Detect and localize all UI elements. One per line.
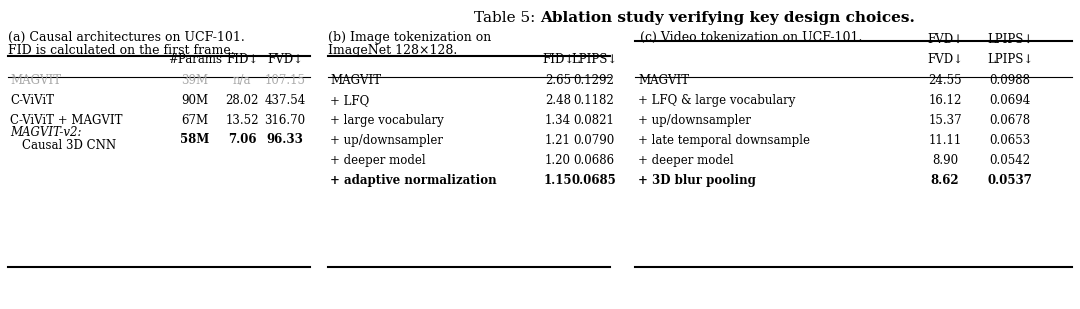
Text: + late temporal downsample: + late temporal downsample (638, 134, 810, 147)
Text: 28.02: 28.02 (226, 94, 259, 107)
Text: 13.52: 13.52 (226, 114, 259, 127)
Text: 67M: 67M (181, 114, 208, 127)
Text: 0.0694: 0.0694 (989, 94, 1030, 107)
Text: 39M: 39M (181, 74, 208, 87)
Text: ImageNet 128×128.: ImageNet 128×128. (328, 44, 457, 57)
Text: (b) Image tokenization on: (b) Image tokenization on (328, 31, 491, 44)
Point (629, 75, 642, 79)
Text: + adaptive normalization: + adaptive normalization (330, 174, 497, 187)
Text: 0.0686: 0.0686 (573, 154, 615, 167)
Text: LPIPS↓: LPIPS↓ (571, 53, 617, 66)
Text: Table 5:: Table 5: (474, 11, 540, 25)
Point (1, 54, 14, 58)
Text: FID is calculated on the first frame.: FID is calculated on the first frame. (8, 44, 234, 57)
Text: + deeper model: + deeper model (330, 154, 426, 167)
Text: 1.15: 1.15 (543, 174, 572, 187)
Point (1, 75, 14, 79)
Text: 0.0821: 0.0821 (573, 114, 615, 127)
Text: 107.15: 107.15 (265, 74, 306, 87)
Text: MAGVIT: MAGVIT (10, 74, 62, 87)
Text: 1.20: 1.20 (545, 154, 571, 167)
Point (604, 75, 617, 79)
Text: 8.62: 8.62 (931, 174, 959, 187)
Text: 0.0542: 0.0542 (989, 154, 1030, 167)
Text: 24.55: 24.55 (928, 74, 962, 87)
Text: 96.33: 96.33 (267, 133, 303, 146)
Point (322, 75, 335, 79)
Text: MAGVIT: MAGVIT (638, 74, 689, 87)
Text: MAGVIT: MAGVIT (330, 74, 381, 87)
Text: (a) Causal architectures on UCF-101.: (a) Causal architectures on UCF-101. (8, 31, 245, 44)
Text: 0.0988: 0.0988 (989, 74, 1030, 87)
Text: 2.48: 2.48 (545, 94, 571, 107)
Text: 16.12: 16.12 (929, 94, 961, 107)
Text: + 3D blur pooling: + 3D blur pooling (638, 174, 756, 187)
Text: FID↓: FID↓ (226, 53, 258, 66)
Text: FVD↓: FVD↓ (927, 53, 963, 66)
Text: (c) Video tokenization on UCF-101.: (c) Video tokenization on UCF-101. (640, 31, 862, 44)
Text: FVD↓: FVD↓ (927, 33, 963, 46)
Text: 0.1292: 0.1292 (573, 74, 615, 87)
Point (604, 265, 617, 269)
Point (1066, 75, 1079, 79)
Text: 316.70: 316.70 (265, 114, 306, 127)
Point (604, 54, 617, 58)
Text: #Params: #Params (168, 53, 222, 66)
Text: 0.1182: 0.1182 (573, 94, 615, 107)
Text: 0.0790: 0.0790 (573, 134, 615, 147)
Text: 437.54: 437.54 (265, 94, 306, 107)
Text: 58M: 58M (180, 133, 210, 146)
Point (1066, 39, 1079, 43)
Text: LPIPS↓: LPIPS↓ (987, 33, 1034, 46)
Text: Causal 3D CNN: Causal 3D CNN (22, 139, 117, 152)
Text: + up/downsampler: + up/downsampler (330, 134, 443, 147)
Text: + deeper model: + deeper model (638, 154, 733, 167)
Text: FVD↓: FVD↓ (267, 53, 303, 66)
Text: + LFQ & large vocabulary: + LFQ & large vocabulary (638, 94, 795, 107)
Point (322, 265, 335, 269)
Text: n/a: n/a (233, 74, 252, 87)
Text: 1.21: 1.21 (545, 134, 571, 147)
Text: 8.90: 8.90 (932, 154, 958, 167)
Point (629, 265, 642, 269)
Text: Ablation study verifying key design choices.: Ablation study verifying key design choi… (540, 11, 915, 25)
Text: 0.0653: 0.0653 (989, 134, 1030, 147)
Point (322, 54, 335, 58)
Text: 0.0537: 0.0537 (987, 174, 1032, 187)
Text: C-ViViT: C-ViViT (10, 94, 54, 107)
Text: 1.34: 1.34 (545, 114, 571, 127)
Point (629, 39, 642, 43)
Text: 90M: 90M (181, 94, 208, 107)
Text: + LFQ: + LFQ (330, 94, 369, 107)
Text: 15.37: 15.37 (928, 114, 962, 127)
Point (1, 265, 14, 269)
Text: + large vocabulary: + large vocabulary (330, 114, 444, 127)
Text: 2.65: 2.65 (545, 74, 571, 87)
Point (303, 265, 316, 269)
Text: LPIPS↓: LPIPS↓ (987, 53, 1034, 66)
Text: + up/downsampler: + up/downsampler (638, 114, 751, 127)
Text: 7.06: 7.06 (228, 133, 256, 146)
Point (1066, 265, 1079, 269)
Text: MAGVIT-v2:: MAGVIT-v2: (10, 126, 81, 139)
Point (303, 54, 316, 58)
Point (303, 75, 316, 79)
Text: FID↓: FID↓ (542, 53, 575, 66)
Text: C-ViViT + MAGVIT: C-ViViT + MAGVIT (10, 114, 122, 127)
Text: 0.0685: 0.0685 (571, 174, 617, 187)
Text: 0.0678: 0.0678 (989, 114, 1030, 127)
Text: 11.11: 11.11 (929, 134, 961, 147)
